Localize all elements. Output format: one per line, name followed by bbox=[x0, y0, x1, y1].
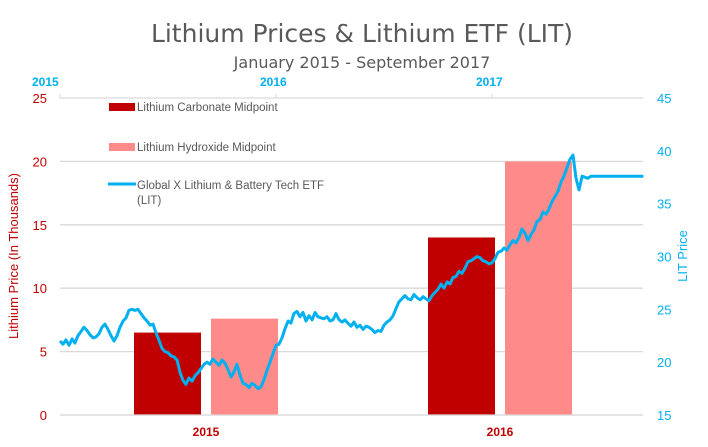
category-label: 2016 bbox=[487, 425, 514, 439]
legend-swatch-hydroxide bbox=[109, 143, 135, 151]
top-axis: 2015 2016 2017 bbox=[32, 75, 503, 98]
right-tick-label: 35 bbox=[657, 197, 671, 212]
legend-label-hydroxide: Lithium Hydroxide Midpoint bbox=[137, 142, 277, 154]
right-axis-label: LIT Price bbox=[675, 230, 690, 282]
top-tick-label: 2017 bbox=[476, 75, 503, 89]
left-axis-label: Lithium Price (In Thousands) bbox=[6, 173, 21, 339]
left-tick-label: 25 bbox=[33, 91, 47, 106]
legend-swatch-carbonate bbox=[109, 103, 135, 111]
left-axis: 0 5 10 15 20 25 bbox=[33, 91, 47, 423]
bar-carbonate-2015 bbox=[134, 332, 201, 415]
legend-label-lit-line1: Global X Lithium & Battery Tech ETF bbox=[137, 180, 324, 192]
right-axis: 15 20 25 30 35 40 45 bbox=[657, 91, 671, 423]
category-label: 2015 bbox=[193, 425, 220, 439]
lit-line-series bbox=[58, 153, 644, 391]
right-tick-label: 30 bbox=[657, 250, 671, 265]
chart-subtitle: January 2015 - September 2017 bbox=[233, 53, 491, 72]
left-tick-label: 5 bbox=[40, 345, 47, 360]
bar-carbonate-2016 bbox=[428, 237, 495, 415]
left-tick-label: 0 bbox=[40, 408, 47, 423]
lit-price-line bbox=[58, 153, 644, 391]
right-tick-label: 25 bbox=[657, 302, 671, 317]
right-tick-label: 20 bbox=[657, 355, 671, 370]
left-tick-label: 20 bbox=[33, 154, 47, 169]
right-tick-label: 15 bbox=[657, 408, 671, 423]
right-tick-label: 40 bbox=[657, 144, 671, 159]
legend: Lithium Carbonate Midpoint Lithium Hydro… bbox=[108, 102, 324, 207]
legend-label-carbonate: Lithium Carbonate Midpoint bbox=[137, 102, 278, 114]
legend-label-lit-line2: (LIT) bbox=[137, 195, 161, 207]
bar-hydroxide-2016 bbox=[505, 161, 572, 415]
chart-title: Lithium Prices & Lithium ETF (LIT) bbox=[151, 19, 573, 48]
left-tick-label: 10 bbox=[33, 281, 47, 296]
right-tick-label: 45 bbox=[657, 91, 671, 106]
left-tick-label: 15 bbox=[33, 218, 47, 233]
category-axis: 2015 2016 bbox=[60, 414, 643, 439]
top-tick-label: 2015 bbox=[32, 75, 59, 89]
top-tick-label: 2016 bbox=[260, 75, 287, 89]
